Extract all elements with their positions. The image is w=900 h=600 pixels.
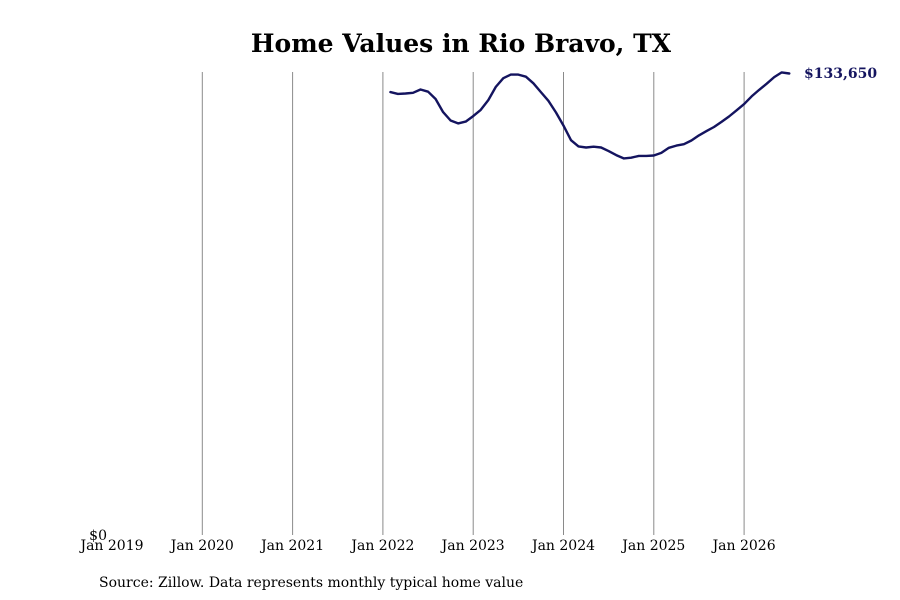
x-tick-label: Jan 2019 xyxy=(78,538,143,554)
x-tick-label: Jan 2026 xyxy=(711,538,776,554)
series-line-0 xyxy=(389,71,791,160)
x-tick-label: Jan 2024 xyxy=(530,538,595,554)
x-tick-label: Jan 2023 xyxy=(440,538,505,554)
chart-title: Home Values in Rio Bravo, TX xyxy=(251,29,672,58)
y-tick-label: $0 xyxy=(89,528,107,544)
x-tick-label: Jan 2022 xyxy=(349,538,414,554)
x-tick-label: Jan 2021 xyxy=(259,538,324,554)
gridlines xyxy=(201,72,745,535)
y-axis-ticks: $0 xyxy=(89,528,107,544)
x-tick-label: Jan 2020 xyxy=(169,538,234,554)
x-tick-label: Jan 2025 xyxy=(620,538,685,554)
end-value-label: $133,650 xyxy=(804,66,877,82)
series-group xyxy=(389,71,791,160)
x-axis-ticks: Jan 2019 Jan 2020 Jan 2021 Jan 2022 Jan 2023… xyxy=(78,538,775,554)
source-note: Source: Zillow. Data represents monthly … xyxy=(99,575,523,591)
